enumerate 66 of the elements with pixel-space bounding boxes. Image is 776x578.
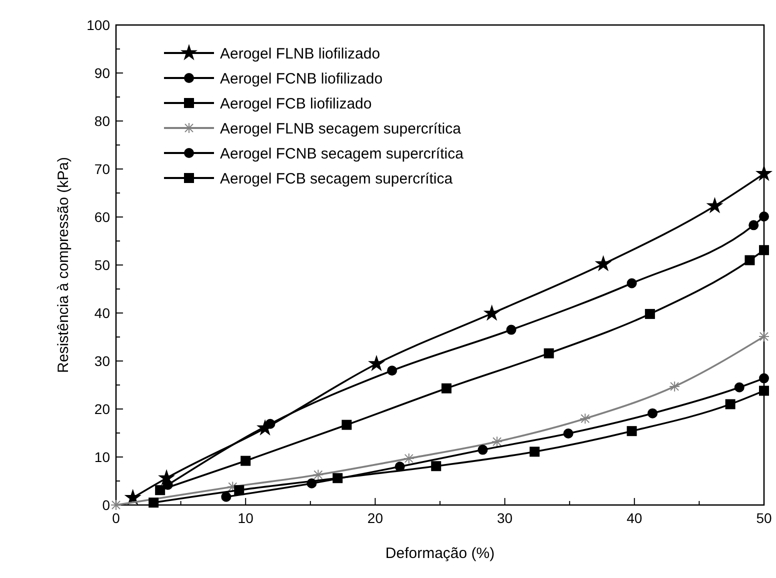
x-tick-label: 30 — [497, 510, 513, 526]
point — [626, 426, 637, 436]
point — [368, 354, 386, 372]
point — [312, 469, 324, 480]
point — [759, 212, 769, 222]
point — [759, 373, 769, 384]
point — [744, 255, 755, 266]
y-tick-label: 0 — [102, 496, 110, 513]
x-axis-title: Deformação (%) — [385, 545, 495, 562]
y-tick-label: 10 — [94, 448, 110, 465]
point — [110, 500, 122, 510]
point — [563, 428, 574, 438]
point — [626, 278, 637, 288]
point — [594, 255, 612, 272]
y-tick-label: 50 — [94, 256, 110, 273]
point — [227, 481, 238, 492]
point — [644, 308, 655, 319]
point — [506, 324, 516, 335]
point — [492, 436, 503, 448]
legend-label: Aerogel FCB liofilizado — [220, 95, 372, 112]
point — [265, 418, 276, 429]
y-tick-label: 100 — [86, 16, 110, 33]
point — [403, 452, 414, 464]
point — [148, 498, 159, 508]
legend-label: Aerogel FLNB secagem supercrítica — [220, 120, 462, 138]
point — [648, 408, 658, 418]
x-tick-label: 50 — [756, 510, 772, 526]
point — [759, 245, 769, 256]
legend-label: Aerogel FLNB liofilizado — [220, 45, 380, 62]
x-tick-label: 0 — [112, 510, 120, 526]
legend-label: Aerogel FCNB liofilizado — [220, 70, 383, 88]
x-tick-label: 10 — [238, 510, 254, 526]
y-tick-label: 70 — [94, 160, 110, 177]
point — [734, 382, 744, 392]
y-tick-label: 20 — [94, 400, 110, 417]
point — [332, 473, 343, 484]
point — [431, 461, 442, 472]
y-tick-label: 60 — [94, 208, 110, 225]
x-tick-label: 20 — [367, 510, 384, 526]
point — [758, 331, 770, 342]
point — [580, 413, 591, 424]
x-tick-label: 40 — [626, 510, 642, 526]
point — [706, 197, 724, 214]
point — [342, 420, 352, 430]
point — [544, 348, 554, 358]
point — [759, 386, 769, 396]
point — [755, 164, 773, 182]
point — [221, 492, 232, 502]
point — [240, 456, 251, 466]
y-tick-label: 30 — [94, 352, 110, 369]
point — [669, 380, 680, 392]
legend-label: Aerogel FCNB secagem supercrítica — [220, 145, 464, 162]
legend-label: Aerogel FCB secagem supercrítica — [220, 170, 454, 188]
point — [234, 485, 244, 496]
point — [725, 399, 736, 410]
point — [387, 366, 398, 376]
y-tick-label: 80 — [94, 112, 110, 129]
point — [748, 220, 759, 230]
point — [530, 446, 540, 457]
y-tick-label: 90 — [94, 64, 110, 81]
point — [483, 304, 500, 321]
y-axis-title: Resistência à compressão (kPa) — [55, 157, 72, 373]
point — [441, 383, 452, 394]
point — [155, 485, 166, 496]
point — [478, 444, 488, 455]
y-tick-label: 40 — [94, 304, 110, 321]
